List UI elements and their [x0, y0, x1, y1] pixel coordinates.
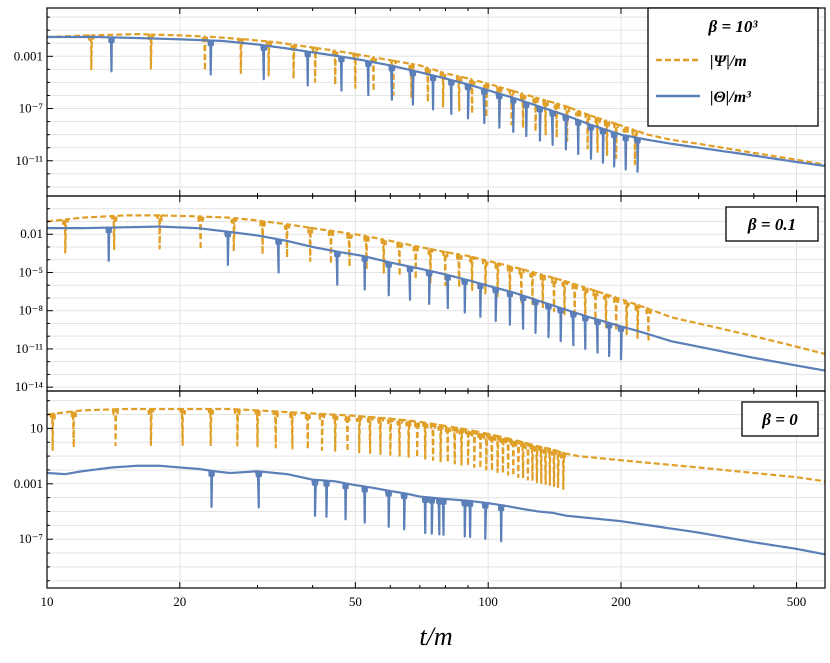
y-tick-label: 10⁻¹⁴ — [15, 379, 44, 394]
legend: β = 10³ |Ψ|/m |Θ|/m³ — [647, 7, 819, 127]
legend-entry-label: |Ψ|/m — [710, 53, 747, 70]
y-tick-label: 10 — [30, 420, 43, 435]
legend-box — [741, 401, 819, 437]
plot-area — [47, 33, 825, 173]
legend-title: β = 0.1 — [747, 215, 796, 234]
x-tick-label: 50 — [349, 594, 362, 609]
plot-area — [47, 407, 825, 556]
y-tick-label: 10⁻¹¹ — [15, 153, 43, 168]
series-line — [47, 225, 825, 372]
plot-area — [47, 214, 825, 372]
legend-title: β = 0 — [761, 410, 798, 429]
series-line — [47, 33, 825, 166]
x-tick-label: 20 — [173, 594, 186, 609]
legend: β = 0.1 — [725, 206, 819, 242]
legend-entry-label: |Θ|/m³ — [710, 89, 751, 106]
series-line — [47, 214, 825, 356]
y-axis: 10 0.001 10⁻⁷ — [14, 391, 798, 588]
y-tick-label: 0.001 — [14, 48, 43, 63]
panel-frame — [46, 390, 826, 589]
series-line — [47, 35, 825, 173]
legend-title: β = 10³ — [708, 17, 759, 36]
y-tick-label: 0.01 — [20, 226, 43, 241]
grid — [46, 391, 825, 588]
legend: β = 0 — [741, 401, 819, 437]
panel-bottom: 10 0.001 10⁻⁷ β = 0 — [14, 390, 826, 589]
legend-box — [725, 206, 819, 242]
y-axis: 0.001 10⁻⁷ 10⁻¹¹ — [14, 8, 798, 196]
series-line — [47, 407, 825, 490]
x-axis-title: t/m — [419, 622, 452, 651]
y-axis: 0.01 10⁻⁵ 10⁻⁸ 10⁻¹¹ 10⁻¹⁴ — [15, 195, 798, 394]
x-tick-label: 10 — [41, 594, 54, 609]
y-tick-label: 10⁻⁸ — [19, 303, 44, 318]
panel-top: 0.001 10⁻⁷ 10⁻¹¹ β = 10³ |Ψ|/m |Θ|/m³ — [14, 7, 826, 197]
y-tick-label: 10⁻¹¹ — [15, 341, 43, 356]
y-tick-label: 10⁻⁷ — [19, 531, 43, 546]
x-tick-label: 200 — [611, 594, 631, 609]
y-tick-label: 0.001 — [14, 476, 43, 491]
grid — [46, 195, 825, 391]
x-axis: 10 20 50 100 200 500 t/m — [41, 594, 807, 651]
panel-middle: 0.01 10⁻⁵ 10⁻⁸ 10⁻¹¹ 10⁻¹⁴ β = 0.1 — [15, 195, 826, 394]
y-tick-label: 10⁻⁵ — [19, 264, 43, 279]
legend-box — [647, 7, 819, 127]
series-line — [47, 464, 825, 556]
x-tick-label: 100 — [478, 594, 498, 609]
x-tick-label: 500 — [787, 594, 807, 609]
y-tick-label: 10⁻⁷ — [19, 101, 43, 116]
